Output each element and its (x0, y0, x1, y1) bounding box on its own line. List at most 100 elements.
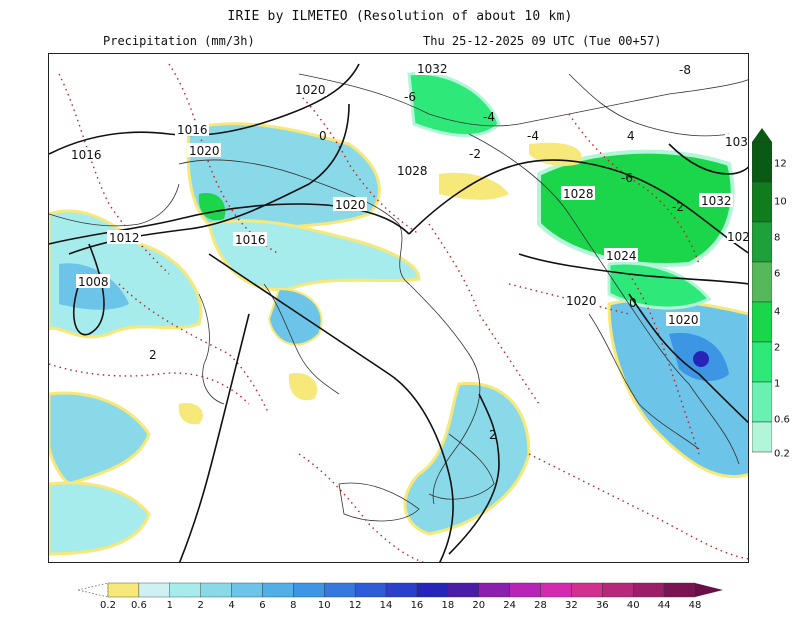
colorbar-tick: 6 (774, 268, 781, 280)
colorbar-tick: 4 (228, 600, 235, 611)
isobar-label: 1032 (415, 61, 449, 76)
isobar-label: 1012 (107, 230, 141, 245)
colorbar-tick: 20 (472, 600, 486, 611)
colorbar-bin (293, 582, 325, 598)
snow-area-alps (407, 71, 501, 138)
svg-text:1024: 1024 (606, 249, 637, 263)
colorbar-tick: 10 (317, 600, 331, 611)
isobar-label: 1032 (699, 193, 733, 208)
map-panel: 1032 1020 1016 1016 1020 1028 (48, 53, 749, 563)
colorbar-bin (571, 582, 603, 598)
isotherm-label: -6 (621, 171, 633, 185)
isobar-label: 1028 (561, 186, 595, 201)
colorbar-tick: 10 (774, 196, 787, 208)
colorbar-bin (138, 582, 170, 598)
colorbar-tick: 36 (595, 600, 609, 611)
coastlines (49, 73, 748, 522)
isobar-label: 1020 (187, 143, 221, 158)
colorbar-tick: 12 (348, 600, 362, 611)
precip-colorbar-gradient (78, 582, 723, 598)
svg-text:1028: 1028 (397, 164, 428, 178)
colorbar-tick: 2 (774, 342, 781, 354)
colorbar-bin (633, 582, 665, 598)
svg-text:1016: 1016 (177, 123, 208, 137)
precip-colorbar: 0.2 0.6 1 2 4 6 8 10 12 14 16 18 20 24 28 32 36 40 44 48 (78, 582, 728, 612)
variable-label: Precipitation (mm/3h) (103, 34, 255, 48)
isobar-label: 103 (725, 134, 748, 149)
map-canvas: 1032 1020 1016 1016 1020 1028 (49, 61, 748, 562)
isotherm-label: -2 (672, 200, 684, 214)
colorbar-right-arrow (695, 583, 723, 597)
isotherm-label: 0 (319, 129, 327, 143)
colorbar-tick: 28 (534, 600, 547, 611)
svg-text:1020: 1020 (295, 83, 326, 97)
colorbar-bin (509, 582, 541, 598)
precip-area-north (186, 122, 381, 236)
colorbar-bin (385, 582, 418, 598)
colorbar-tick: 8 (774, 232, 781, 244)
isobar-label: 1016 (233, 232, 267, 247)
isobar-label: 1020 (333, 197, 367, 212)
colorbar-bin (324, 582, 356, 598)
precip-area-ligurian (207, 219, 421, 292)
colorbar-tick: 40 (626, 600, 640, 611)
isobar-labels: 1032 1020 1016 1016 1020 1028 (69, 61, 748, 327)
precip-area-tyrrhenian (267, 287, 323, 346)
colorbar-tick: 24 (503, 600, 516, 611)
svg-text:1020: 1020 (566, 294, 597, 308)
colorbar-tick: 48 (688, 600, 702, 611)
colorbar-tick: 6 (259, 600, 266, 611)
isotherm-label: -4 (483, 110, 495, 124)
isobar-label: 1020 (666, 312, 700, 327)
isotherm-label: 2 (489, 428, 497, 442)
snow-colorbar: 12 10 8 6 4 2 1 0.6 0.2 (752, 128, 800, 468)
precip-area-southwest (49, 391, 151, 486)
colorbar-tick: 16 (410, 600, 424, 611)
precip-fields (49, 122, 748, 556)
isotherm-label: -8 (679, 63, 691, 77)
svg-text:1016: 1016 (71, 148, 102, 162)
colorbar-tick: 8 (290, 600, 297, 611)
colorbar-tick: 44 (657, 600, 671, 611)
colorbar-tick: 1 (166, 600, 173, 611)
isobar-label: 1020 (564, 293, 598, 308)
colorbar-bin (416, 582, 449, 598)
colorbar-bin (107, 582, 140, 598)
svg-text:1028: 1028 (563, 187, 594, 201)
snow-area-balkans-south (607, 261, 712, 310)
isobar-label: 1024 (604, 248, 638, 263)
isotherm-label: -2 (469, 147, 481, 161)
svg-text:1020: 1020 (189, 144, 220, 158)
isobar-label: 1016 (69, 147, 103, 162)
colorbar-tick: 12 (774, 158, 787, 170)
isotherm-label: -6 (404, 90, 416, 104)
colorbar-bin (540, 582, 572, 598)
svg-text:1008: 1008 (78, 275, 109, 289)
precip-max-cell (693, 351, 709, 367)
isobar-label: 1020 (293, 82, 327, 97)
colorbar-tick: 18 (441, 600, 455, 611)
colorbar-bin (200, 582, 232, 598)
svg-text:1032: 1032 (417, 62, 448, 76)
snow-colorbar-gradient (752, 128, 772, 453)
colorbar-tick: 0.2 (100, 600, 116, 611)
svg-text:1012: 1012 (109, 231, 140, 245)
colorbar-bin (262, 582, 294, 598)
snow-fields (198, 71, 735, 310)
svg-text:1032: 1032 (701, 194, 732, 208)
precip-area-south (49, 481, 151, 556)
colorbar-bin (663, 582, 696, 598)
valid-time-label: Thu 25-12-2025 09 UTC (Tue 00+57) (423, 34, 662, 48)
chart-title: IRIE by ILMETEO (Resolution of about 10 … (227, 9, 573, 24)
colorbar-tick: 1 (774, 378, 781, 390)
colorbar-tick: 14 (379, 600, 393, 611)
svg-text:1016: 1016 (235, 233, 266, 247)
colorbar-tick: 32 (565, 600, 578, 611)
svg-text:1020: 1020 (668, 313, 699, 327)
svg-text:1020: 1020 (335, 198, 366, 212)
colorbar-bin (602, 582, 634, 598)
isotherm-label: 0 (629, 296, 637, 310)
svg-text:103: 103 (725, 135, 748, 149)
isotherm-labels: -6 -4 -2 0 2 4 -8 -6 -2 -4 0 2 (149, 63, 691, 442)
colorbar-bin (478, 582, 510, 598)
